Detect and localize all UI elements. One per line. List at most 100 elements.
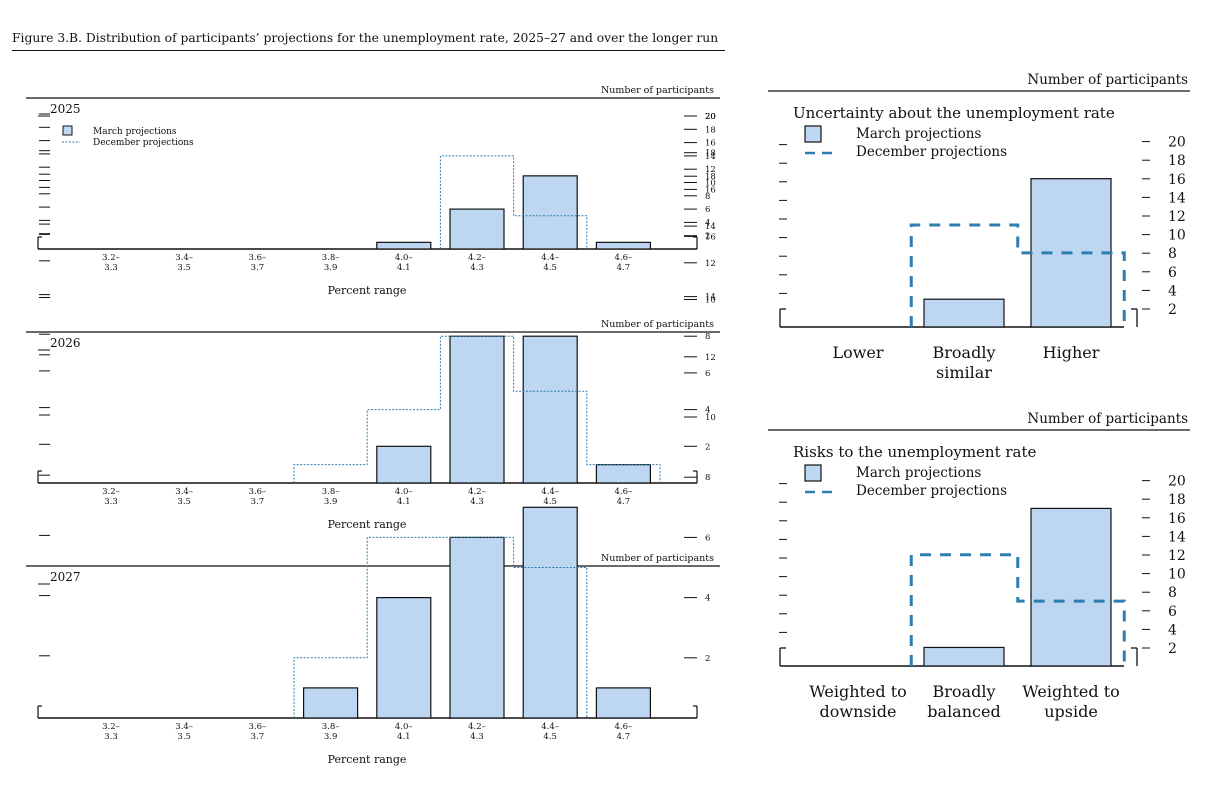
march-bar-2027-4.2–4.3 <box>449 536 505 719</box>
ytick-label-panel-risks-10: 10 <box>1168 567 1186 583</box>
march-bar-panel-uncertainty-1 <box>923 298 1005 328</box>
xtick-bottom-2025-5: 4.3 <box>470 263 484 273</box>
xtick-bottom-2026-7: 4.7 <box>617 497 631 507</box>
march-bar-2027-4.4–4.5 <box>522 506 578 719</box>
xtick-bottom-2026-0: 3.3 <box>104 497 118 507</box>
march-bar-2026-4.2–4.3 <box>449 335 505 484</box>
march-bar-2025-4.4–4.5 <box>522 175 578 250</box>
ytick-label-2025-2: 2 <box>705 232 710 242</box>
ytick-label-panel-risks-20: 20 <box>1168 474 1186 490</box>
xtick-top-2026-7: 4.6– <box>615 487 633 497</box>
march-bar-2027-4.0–4.1 <box>376 596 432 719</box>
xtick-top-2027-6: 4.4– <box>541 722 559 732</box>
ytick-label-2026-18: 18 <box>705 149 716 159</box>
ytick-label-2026-14: 14 <box>705 222 716 232</box>
legend-march-label-panel-uncertainty: March projections <box>856 126 981 142</box>
ytick-label-2025-14: 14 <box>705 152 716 162</box>
ytick-label-panel-uncertainty-6: 6 <box>1168 265 1177 281</box>
xtick-top-2026-1: 3.4– <box>175 487 193 497</box>
ytick-label-panel-uncertainty-12: 12 <box>1168 209 1186 225</box>
xtick-bottom-2025-6: 4.5 <box>543 263 557 273</box>
xtick-top-2025-4: 4.0– <box>395 253 413 263</box>
xtick-bottom-2027-2: 3.7 <box>251 732 265 742</box>
category-label-panel-uncertainty-1-0: Broadly <box>933 343 996 362</box>
panel-year-2025: 2025 <box>50 102 81 116</box>
xtick-top-2027-0: 3.2– <box>102 722 120 732</box>
xtick-top-2025-6: 4.4– <box>541 253 559 263</box>
ytick-label-2026-20: 20 <box>705 112 716 122</box>
xtick-bottom-2027-0: 3.3 <box>104 732 118 742</box>
ytick-label-2026-6: 6 <box>705 369 710 379</box>
xtick-top-2026-4: 4.0– <box>395 487 413 497</box>
ytick-label-2025-4: 4 <box>705 218 710 228</box>
ytick-label-panel-risks-6: 6 <box>1168 604 1177 620</box>
x-axis-label-2025: Percent range <box>328 284 407 297</box>
march-bar-2026-4.0–4.1 <box>376 445 432 484</box>
xtick-top-2025-7: 4.6– <box>615 253 633 263</box>
ytick-label-2025-20: 20 <box>705 112 716 122</box>
y-axis-label-panel-risks: Number of participants <box>1027 411 1188 427</box>
ytick-label-2027-10: 10 <box>705 413 716 423</box>
legend-march-label-panel-risks: March projections <box>856 465 981 481</box>
xtick-top-2027-4: 4.0– <box>395 722 413 732</box>
ytick-label-panel-uncertainty-10: 10 <box>1168 228 1186 244</box>
panel-title-panel-risks: Risks to the unemployment rate <box>793 443 1037 461</box>
xtick-bottom-2026-6: 4.5 <box>543 497 557 507</box>
march-bar-2025-4.2–4.3 <box>449 208 505 250</box>
ytick-label-panel-uncertainty-14: 14 <box>1168 190 1186 206</box>
legend-december-label-panel-uncertainty: December projections <box>856 144 1007 160</box>
ytick-label-2027-6: 6 <box>705 533 710 543</box>
x-axis-label-2027: Percent range <box>328 753 407 766</box>
legend-march-label: March projections <box>93 127 177 137</box>
march-bar-2025-4.0–4.1 <box>376 241 432 250</box>
xtick-bottom-2026-4: 4.1 <box>397 497 411 507</box>
xtick-bottom-2026-3: 3.9 <box>324 497 338 507</box>
xtick-bottom-2027-5: 4.3 <box>470 732 484 742</box>
xtick-top-2026-3: 3.8– <box>322 487 340 497</box>
xtick-bottom-2025-7: 4.7 <box>617 263 631 273</box>
xtick-top-2027-1: 3.4– <box>175 722 193 732</box>
march-bar-panel-risks-1 <box>923 646 1005 667</box>
december-outline-2026 <box>293 335 661 483</box>
xtick-top-2025-3: 3.8– <box>322 253 340 263</box>
ytick-label-2027-14: 14 <box>705 293 716 303</box>
march-bar-2026-4.6–4.7 <box>595 464 652 484</box>
ytick-label-2027-16: 16 <box>705 232 716 242</box>
ytick-label-panel-risks-18: 18 <box>1168 492 1186 508</box>
december-outline-panel-uncertainty <box>909 223 1126 327</box>
category-label-panel-uncertainty-1-1: similar <box>936 363 992 382</box>
ytick-label-2027-2: 2 <box>705 654 710 664</box>
xtick-top-2025-1: 3.4– <box>175 253 193 263</box>
march-bar-2025-4.6–4.7 <box>595 241 652 250</box>
y-axis-label-2026: Number of participants <box>601 319 714 330</box>
ytick-label-panel-uncertainty-2: 2 <box>1168 302 1177 318</box>
y-axis-label-2025: Number of participants <box>601 85 714 96</box>
ytick-label-2027-12: 12 <box>705 353 716 363</box>
xtick-top-2026-2: 3.6– <box>249 487 267 497</box>
xtick-top-2025-2: 3.6– <box>249 253 267 263</box>
december-outline-panel-risks <box>909 553 1126 666</box>
ytick-label-2026-10: 10 <box>705 296 716 306</box>
ytick-label-2025-16: 16 <box>705 139 716 149</box>
category-label-panel-uncertainty-0-0: Lower <box>832 343 883 362</box>
xtick-bottom-2027-4: 4.1 <box>397 732 411 742</box>
xtick-bottom-2025-4: 4.1 <box>397 263 411 273</box>
panel-year-2026: 2026 <box>50 336 81 350</box>
ytick-label-panel-risks-12: 12 <box>1168 548 1186 564</box>
xtick-top-2025-0: 3.2– <box>102 253 120 263</box>
ytick-label-2027-8: 8 <box>705 473 710 483</box>
xtick-top-2027-7: 4.6– <box>615 722 633 732</box>
march-bar-2027-3.8–3.9 <box>303 687 359 719</box>
xtick-top-2025-5: 4.2– <box>468 253 486 263</box>
figure-title: Figure 3.B. Distribution of participants… <box>12 31 725 51</box>
xtick-bottom-2025-3: 3.9 <box>324 263 338 273</box>
ytick-label-panel-uncertainty-4: 4 <box>1168 283 1177 299</box>
december-outline-2025 <box>439 155 588 249</box>
ytick-label-panel-risks-4: 4 <box>1168 622 1177 638</box>
category-label-panel-risks-0-0: Weighted to <box>809 682 907 701</box>
legend-march-swatch <box>62 125 73 136</box>
december-outline-2027 <box>293 536 588 718</box>
ytick-label-2026-4: 4 <box>705 406 710 416</box>
march-bar-2027-4.6–4.7 <box>595 687 652 719</box>
